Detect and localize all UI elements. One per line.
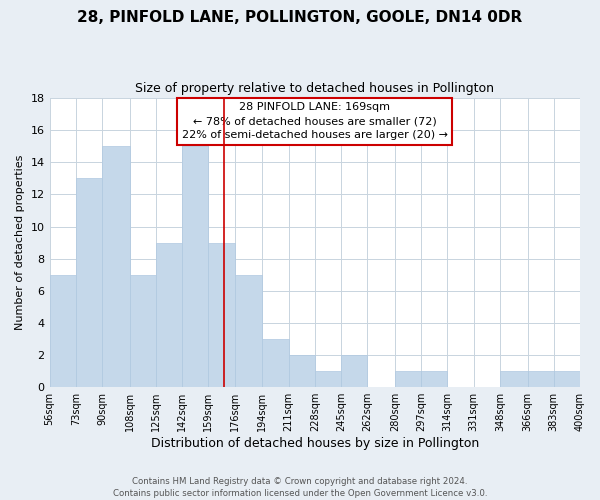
Bar: [500, 371, 527, 387]
Bar: [208, 242, 235, 387]
Bar: [315, 371, 341, 387]
Bar: [182, 146, 208, 387]
Text: Contains HM Land Registry data © Crown copyright and database right 2024.
Contai: Contains HM Land Registry data © Crown c…: [113, 476, 487, 498]
Bar: [102, 146, 130, 387]
Bar: [395, 371, 421, 387]
Bar: [289, 355, 315, 387]
Text: 28 PINFOLD LANE: 169sqm
← 78% of detached houses are smaller (72)
22% of semi-de: 28 PINFOLD LANE: 169sqm ← 78% of detache…: [182, 102, 448, 141]
Bar: [554, 371, 580, 387]
Y-axis label: Number of detached properties: Number of detached properties: [15, 155, 25, 330]
Bar: [421, 371, 448, 387]
Bar: [235, 275, 262, 387]
Bar: [527, 371, 554, 387]
Bar: [262, 339, 289, 387]
Bar: [76, 178, 102, 387]
Text: 28, PINFOLD LANE, POLLINGTON, GOOLE, DN14 0DR: 28, PINFOLD LANE, POLLINGTON, GOOLE, DN1…: [77, 10, 523, 25]
Bar: [156, 242, 182, 387]
Bar: [341, 355, 367, 387]
X-axis label: Distribution of detached houses by size in Pollington: Distribution of detached houses by size …: [151, 437, 479, 450]
Bar: [130, 275, 156, 387]
Title: Size of property relative to detached houses in Pollington: Size of property relative to detached ho…: [135, 82, 494, 96]
Bar: [50, 275, 76, 387]
